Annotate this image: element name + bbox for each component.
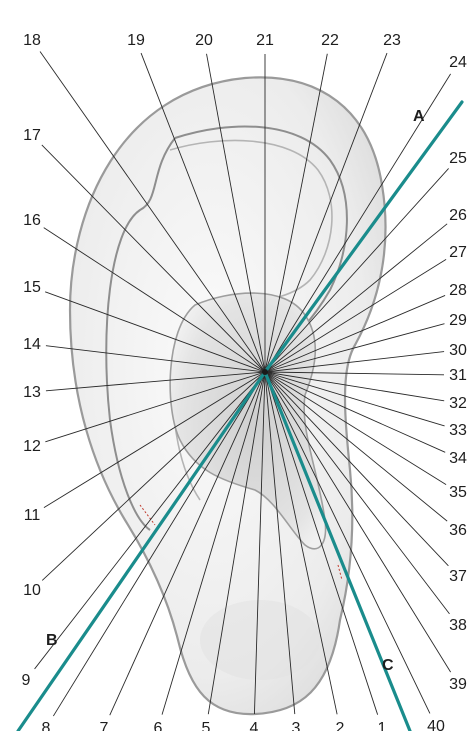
zone-label-14: 14	[23, 336, 41, 353]
zone-label-36: 36	[449, 522, 467, 539]
zone-label-3: 3	[292, 720, 301, 731]
zone-ray-37	[264, 371, 449, 567]
zone-ray-26	[264, 223, 448, 373]
zone-ray-25	[264, 168, 449, 373]
zone-ray-15	[44, 291, 266, 373]
zone-label-8: 8	[42, 720, 51, 731]
zone-label-1: 1	[378, 720, 387, 731]
zone-label-39: 39	[449, 676, 467, 693]
ear-detail-dashes	[139, 504, 343, 581]
zone-label-22: 22	[321, 32, 339, 49]
zone-label-30: 30	[449, 342, 467, 359]
zone-ray-22	[264, 53, 328, 373]
zone-label-9: 9	[22, 672, 31, 689]
zone-ray-27	[264, 259, 447, 373]
zone-ray-31	[264, 371, 445, 376]
zone-label-12: 12	[23, 438, 41, 455]
zone-label-38: 38	[449, 617, 467, 634]
zone-label-40: 40	[427, 718, 445, 731]
zone-label-11: 11	[24, 507, 41, 524]
zone-label-37: 37	[449, 568, 467, 585]
zone-ray-14	[45, 345, 266, 373]
zone-label-32: 32	[449, 395, 467, 412]
center-point	[262, 369, 268, 375]
zone-ray-34	[264, 371, 446, 453]
zone-label-10: 10	[23, 582, 41, 599]
zone-ray-32	[264, 371, 445, 402]
zone-label-29: 29	[449, 312, 467, 329]
zone-ray-35	[264, 371, 447, 485]
zone-ray-39	[264, 371, 452, 673]
axis-lines	[16, 100, 464, 731]
zone-label-15: 15	[23, 279, 41, 296]
zone-ray-7	[109, 371, 266, 716]
zone-label-17: 17	[23, 127, 41, 144]
zone-ray-5	[207, 371, 266, 715]
zone-ray-18	[39, 51, 266, 373]
zone-label-27: 27	[449, 244, 467, 261]
zone-ray-16	[43, 227, 266, 373]
zone-ray-6	[161, 371, 266, 715]
zone-ray-13	[45, 371, 266, 392]
zone-ray-36	[264, 371, 448, 522]
zone-ray-30	[264, 351, 445, 373]
zone-label-33: 33	[449, 422, 467, 439]
zone-ray-10	[41, 371, 266, 581]
axis-letter-c: C	[382, 657, 394, 674]
zone-label-19: 19	[127, 32, 145, 49]
zone-ray-24	[264, 73, 451, 373]
zone-ray-20	[206, 53, 266, 373]
zone-ray-1	[264, 371, 379, 715]
zone-label-2: 2	[336, 720, 345, 731]
zone-ray-28	[264, 295, 446, 373]
zone-label-34: 34	[449, 450, 467, 467]
zone-ray-8	[52, 371, 266, 717]
zone-label-23: 23	[383, 32, 401, 49]
zone-label-13: 13	[23, 384, 41, 401]
zone-label-26: 26	[449, 207, 467, 224]
axis-letter-a: A	[413, 108, 425, 125]
zone-label-7: 7	[100, 720, 109, 731]
zone-ray-3	[264, 371, 296, 715]
zone-label-18: 18	[23, 32, 41, 49]
zone-label-21: 21	[256, 32, 274, 49]
ear-lobe-shade	[200, 600, 320, 680]
axis-line-c	[263, 370, 412, 731]
zone-ray-17	[41, 144, 266, 373]
zone-ray-19	[140, 52, 266, 373]
zone-ray-2	[264, 371, 338, 715]
zone-label-20: 20	[195, 32, 213, 49]
zone-ray-33	[264, 371, 445, 427]
axis-line-b	[16, 370, 267, 731]
zone-label-25: 25	[449, 150, 467, 167]
zone-label-28: 28	[449, 282, 467, 299]
zone-ray-9	[34, 371, 266, 670]
zone-ray-23	[264, 52, 388, 373]
axis-line-a	[263, 100, 464, 374]
zone-label-16: 16	[23, 212, 41, 229]
zone-ray-38	[264, 371, 450, 615]
zone-label-4: 4	[250, 720, 259, 731]
zone-ray-4	[253, 371, 266, 715]
zone-label-5: 5	[202, 720, 211, 731]
ear-scapha	[105, 125, 348, 531]
zone-ray-11	[43, 371, 266, 509]
zone-ray-29	[264, 323, 445, 373]
zone-rays	[34, 51, 452, 717]
zone-label-6: 6	[154, 720, 163, 731]
zone-ray-40	[264, 371, 431, 714]
axis-letter-b: B	[46, 632, 58, 649]
zone-label-31: 31	[449, 367, 467, 384]
zone-label-24: 24	[449, 54, 467, 71]
zone-label-35: 35	[449, 484, 467, 501]
zone-ray-12	[45, 371, 266, 443]
